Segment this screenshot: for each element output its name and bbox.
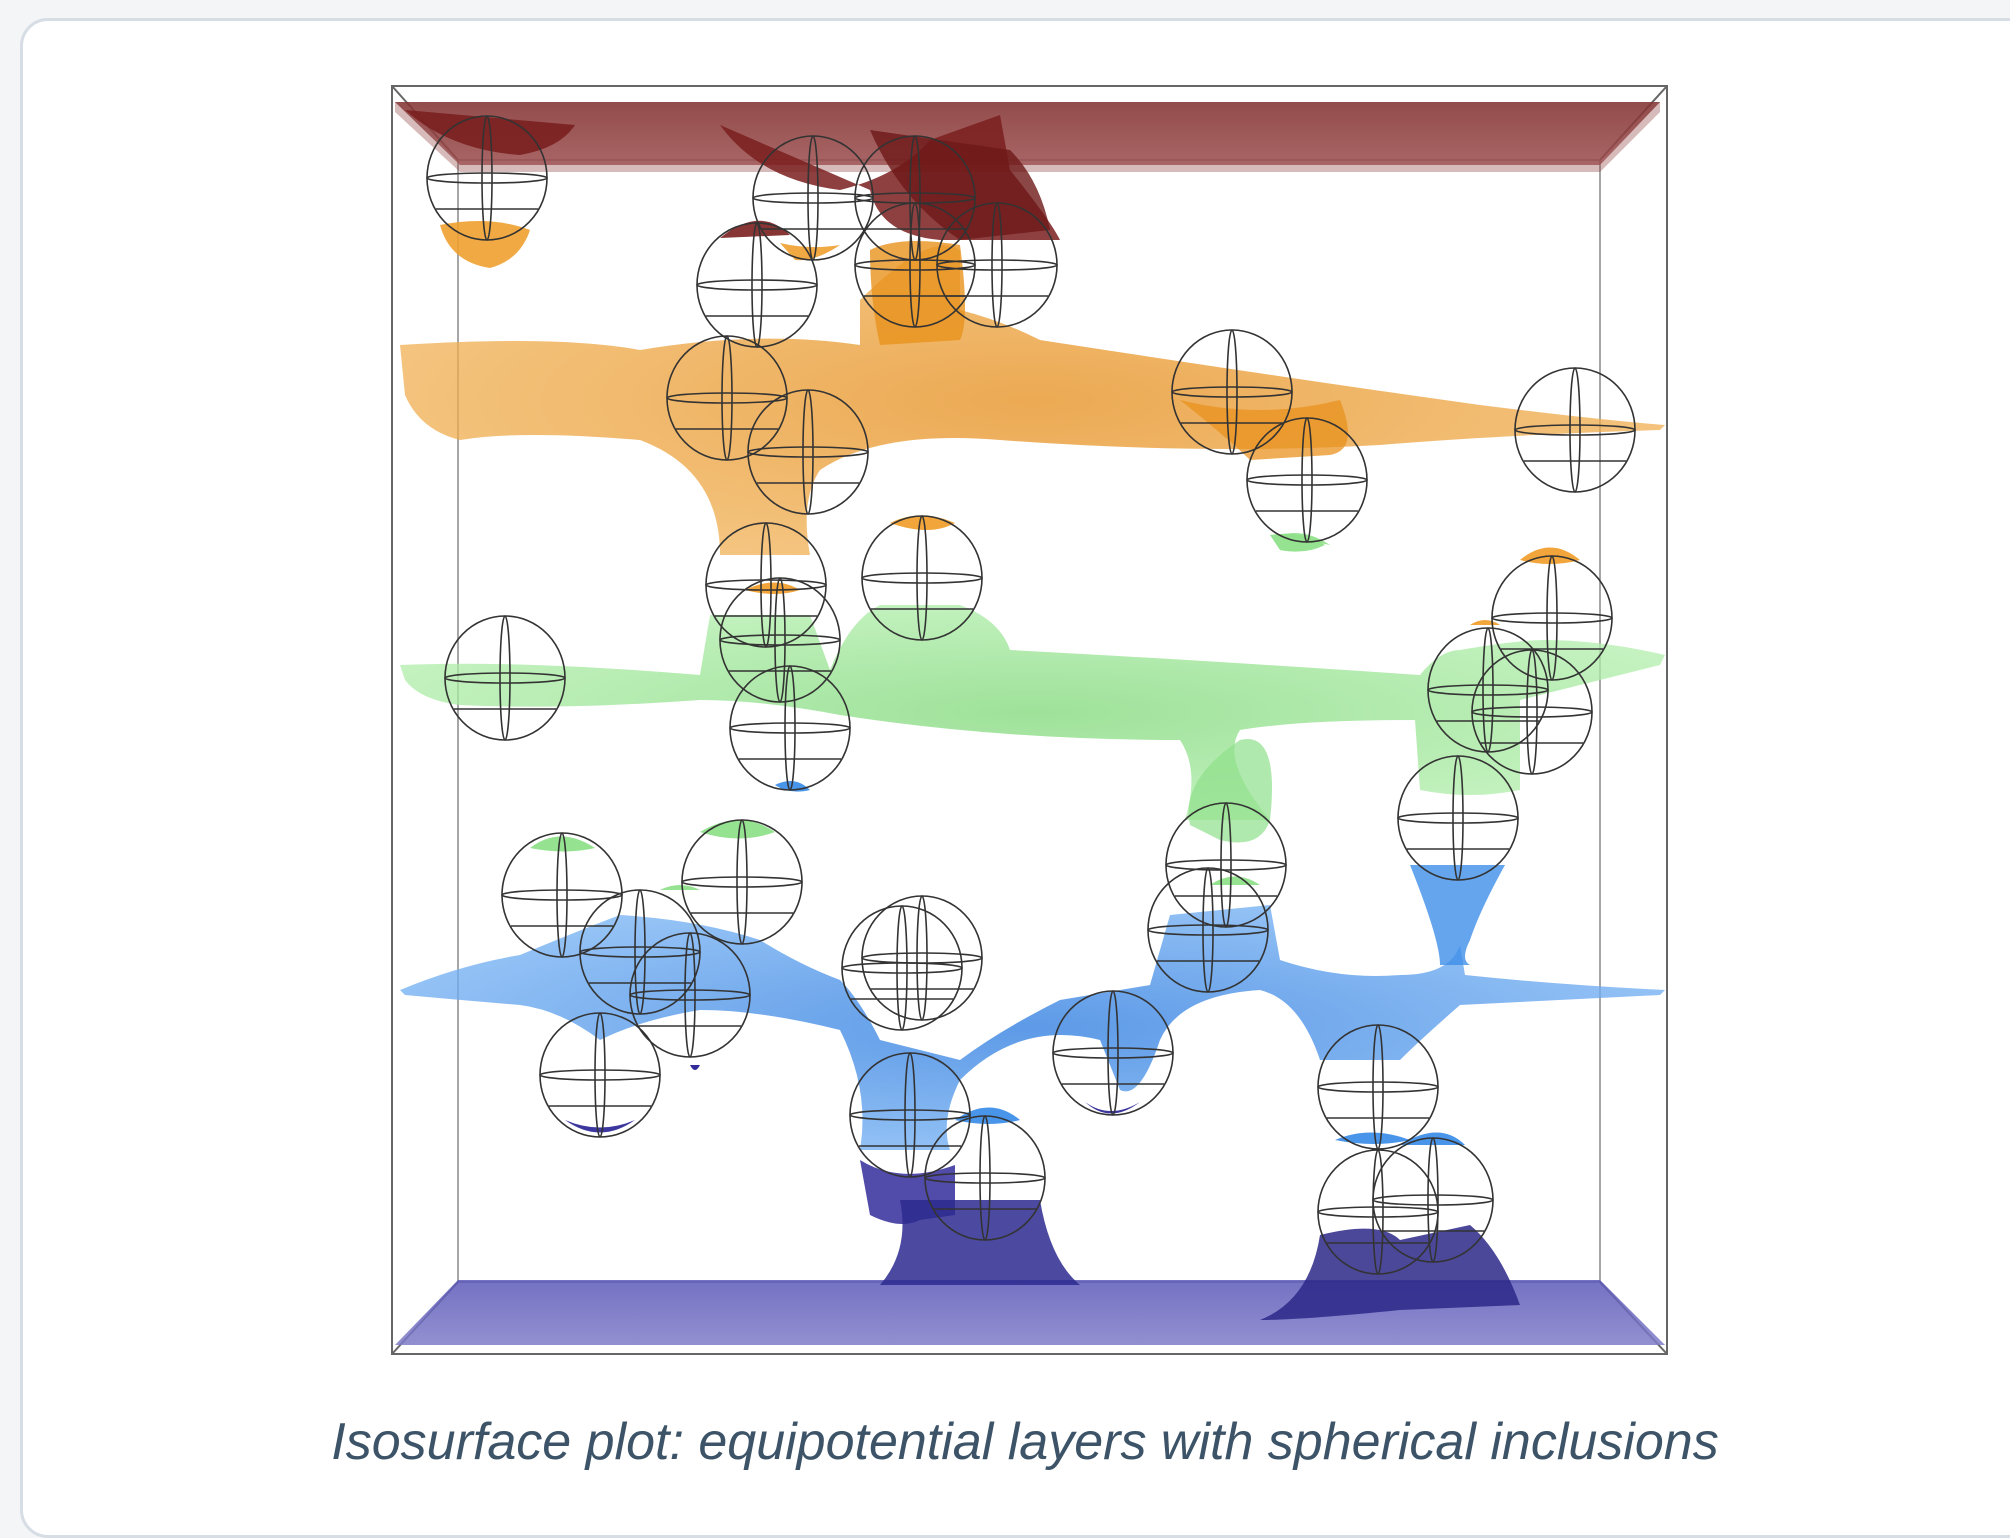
orange-layer: [400, 221, 1665, 625]
sphere-icon: [629, 932, 751, 1058]
sphere-icon: [849, 1052, 971, 1178]
sphere-icon: [752, 135, 874, 261]
sphere-icon: [861, 515, 983, 641]
sphere-icon: [1052, 990, 1174, 1116]
sphere-icon: [729, 665, 851, 791]
sphere-icon: [426, 115, 548, 241]
top-plate: [395, 102, 1660, 240]
sphere-icon: [705, 522, 827, 648]
sphere-icon: [1147, 867, 1269, 993]
sphere-icon: [1317, 1024, 1439, 1150]
sphere-icon: [861, 895, 983, 1021]
sphere-icon: [1514, 367, 1636, 493]
blue-layer: [400, 781, 1665, 1150]
figure-caption: Isosurface plot: equipotential layers wi…: [331, 1413, 1719, 1471]
sphere-icon: [936, 202, 1058, 328]
green-layer: [400, 532, 1665, 890]
sphere-icon: [1491, 555, 1613, 681]
sphere-icon: [1427, 627, 1549, 753]
sphere-icon: [747, 389, 869, 515]
sphere-icon: [539, 1012, 661, 1138]
bottom-plate: [395, 1065, 1665, 1345]
sphere-icon: [666, 335, 788, 461]
sphere-inclusions: [426, 115, 1636, 1275]
sphere-icon: [1246, 417, 1368, 543]
isosurface-figure: [391, 85, 1668, 1355]
sphere-icon: [501, 832, 623, 958]
sphere-icon: [696, 222, 818, 348]
sphere-icon: [681, 819, 803, 945]
sphere-icon: [444, 615, 566, 741]
sphere-icon: [924, 1115, 1046, 1241]
sphere-icon: [854, 202, 976, 328]
sphere-icon: [579, 889, 701, 1015]
sphere-icon: [1171, 329, 1293, 455]
sphere-icon: [1397, 755, 1519, 881]
sphere-icon: [1471, 649, 1593, 775]
sphere-icon: [841, 905, 963, 1031]
sphere-icon: [1372, 1137, 1494, 1263]
sphere-icon: [719, 577, 841, 703]
